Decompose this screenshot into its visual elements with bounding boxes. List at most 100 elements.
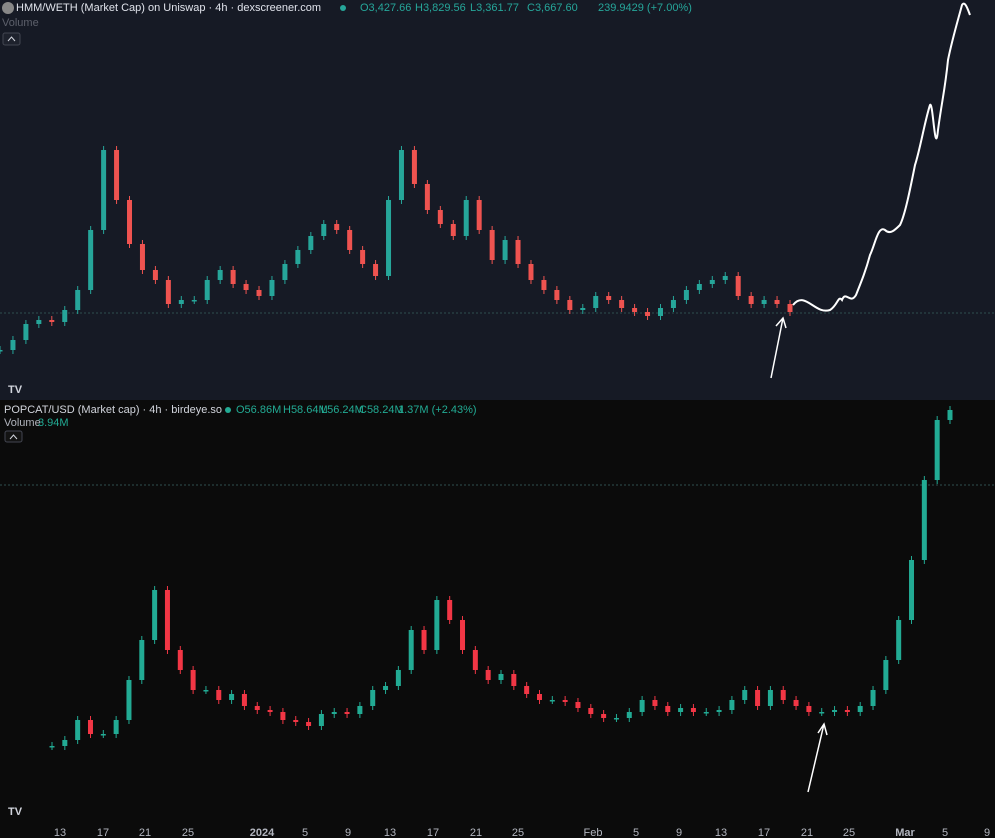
x-tick-label: 9 — [676, 827, 682, 838]
candle — [755, 690, 761, 706]
x-tick-label: 17 — [97, 827, 109, 838]
candle — [49, 320, 55, 322]
change: 1.37M (+2.43%) — [398, 404, 477, 416]
x-tick-label: 9 — [345, 827, 351, 838]
x-tick-label: 25 — [512, 827, 524, 838]
candle — [280, 712, 286, 720]
candle — [761, 300, 767, 304]
chevron — [9, 434, 18, 440]
bottom-panel — [0, 400, 995, 838]
candle — [216, 690, 222, 700]
candle — [127, 200, 133, 244]
candle — [373, 264, 379, 276]
candle — [844, 710, 850, 712]
candle — [75, 290, 81, 310]
collapse-button[interactable] — [4, 430, 23, 443]
candle — [100, 734, 106, 736]
ohlc-low: L3,361.77 — [470, 2, 519, 14]
candle — [767, 690, 773, 706]
x-tick-label: 5 — [302, 827, 308, 838]
candle — [87, 720, 93, 734]
candle — [75, 720, 81, 740]
tv-logo: TV — [8, 806, 23, 818]
candle — [230, 270, 236, 284]
candle — [344, 712, 350, 714]
candle — [934, 420, 940, 480]
candle — [308, 236, 314, 250]
x-tick-label: 21 — [470, 827, 482, 838]
candle — [832, 710, 838, 712]
arrow — [770, 316, 787, 379]
x-tick-label: 21 — [139, 827, 151, 838]
ohlc-high: H58.64M — [283, 404, 328, 416]
candle — [774, 300, 780, 304]
ohlc-high: H3,829.56 — [415, 2, 466, 14]
candle — [398, 150, 404, 200]
tv-logo: TV — [8, 384, 23, 396]
candle — [639, 700, 645, 712]
candle — [696, 284, 702, 290]
candle — [408, 630, 414, 670]
candle — [502, 240, 508, 260]
candle — [524, 686, 530, 694]
ohlc-open: O3,427.66 — [360, 2, 411, 14]
candle — [690, 708, 696, 712]
candle — [165, 280, 171, 304]
x-tick-label: 5 — [942, 827, 948, 838]
candle — [678, 708, 684, 712]
candle — [476, 200, 482, 230]
candle — [748, 296, 754, 304]
candle — [549, 700, 555, 702]
candle — [306, 722, 312, 726]
candle — [703, 712, 709, 714]
x-tick-label: 25 — [182, 827, 194, 838]
candle — [190, 670, 196, 690]
volume-label: Volume — [2, 17, 39, 29]
candle — [139, 244, 145, 270]
candle — [282, 264, 288, 280]
candle — [229, 694, 235, 700]
candle — [62, 310, 68, 322]
x-tick-label: 13 — [54, 827, 66, 838]
candle — [178, 300, 184, 304]
candle — [243, 284, 249, 290]
candle — [806, 706, 812, 712]
candle — [498, 674, 504, 680]
candle — [217, 270, 223, 280]
candle — [657, 308, 663, 316]
collapse-button[interactable] — [2, 32, 21, 46]
candle — [909, 560, 915, 620]
candle — [254, 706, 260, 710]
candle — [411, 150, 417, 184]
candle — [722, 276, 728, 280]
candle — [447, 600, 453, 620]
chart-title: POPCAT/USD (Market cap) · 4h · birdeye.s… — [4, 404, 222, 416]
x-tick-label: 13 — [715, 827, 727, 838]
candle — [88, 230, 94, 290]
candle — [515, 240, 521, 264]
candle — [267, 710, 273, 712]
candle — [334, 224, 340, 230]
volume-label: Volume — [4, 417, 41, 429]
candle — [485, 670, 491, 680]
candle — [735, 276, 741, 296]
candle — [883, 660, 889, 690]
ohlc-close: C3,667.60 — [527, 2, 578, 14]
candle — [295, 250, 301, 264]
status-dot — [225, 407, 231, 413]
ohlc-close: C58.24M — [359, 404, 404, 416]
candle — [793, 700, 799, 706]
candle — [562, 700, 568, 702]
candle — [536, 694, 542, 700]
candle — [177, 650, 183, 670]
candle — [0, 350, 3, 352]
candle — [256, 290, 262, 296]
candle — [511, 674, 517, 686]
candle — [101, 150, 107, 230]
candle — [164, 590, 170, 650]
x-tick-label: 2024 — [250, 827, 275, 838]
x-axis: 13 17 21 25 2024 5 9 13 17 21 25 Feb 5 9… — [54, 827, 990, 838]
candle — [360, 250, 366, 264]
change: 239.9429 (+7.00%) — [598, 2, 692, 14]
